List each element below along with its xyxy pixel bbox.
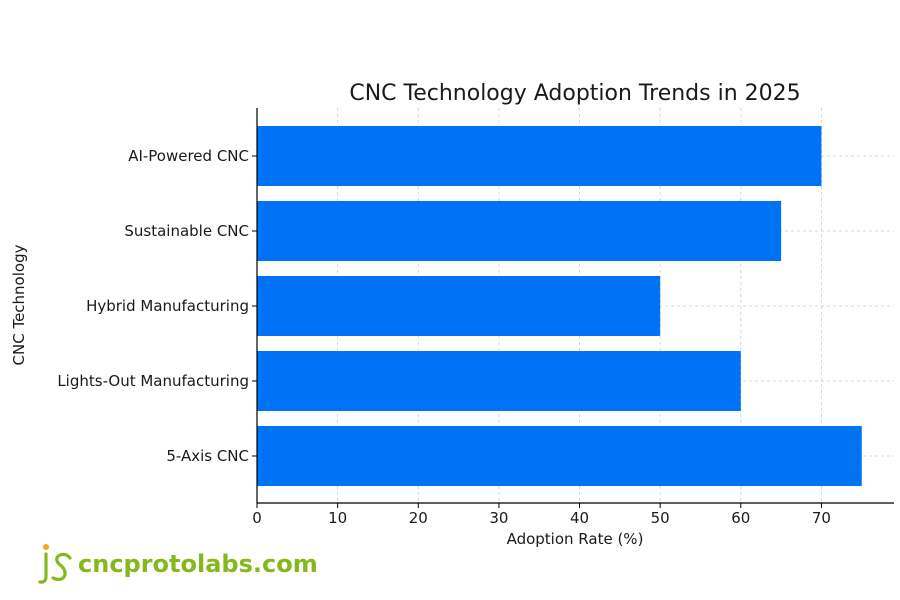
brand-logo: cncprotolabs.com [38, 542, 318, 586]
x-tick-label: 40 [570, 509, 589, 527]
x-tick-label: 60 [731, 509, 750, 527]
bar-5-axis-cnc [257, 426, 862, 486]
y-tick-label: AI-Powered CNC [128, 147, 249, 165]
bar-ai-powered-cnc [257, 126, 822, 186]
x-tick-label: 70 [812, 509, 831, 527]
x-tick-label: 20 [409, 509, 428, 527]
x-tick-label: 30 [489, 509, 508, 527]
bars [257, 126, 862, 486]
x-axis-label: Adoption Rate (%) [507, 530, 644, 548]
ticks: 0 10 20 30 40 50 60 70 AI-Powered CNC Sustainable… [57, 147, 831, 527]
brand-site-name: cncprotolabs.com [78, 550, 318, 578]
x-tick-label: 50 [651, 509, 670, 527]
js-logo-icon [38, 544, 72, 584]
bar-sustainable-cnc [257, 201, 782, 261]
y-tick-label: 5-Axis CNC [166, 447, 249, 465]
y-axis-label: CNC Technology [10, 244, 28, 365]
y-tick-label: Sustainable CNC [124, 222, 249, 240]
x-tick-label: 10 [328, 509, 347, 527]
y-tick-label: Hybrid Manufacturing [86, 297, 249, 315]
x-tick-label: 0 [252, 509, 262, 527]
bar-lights-out-manufacturing [257, 351, 741, 411]
bar-hybrid-manufacturing [257, 276, 661, 336]
chart-title: CNC Technology Adoption Trends in 2025 [349, 81, 800, 106]
y-tick-label: Lights-Out Manufacturing [57, 372, 249, 390]
